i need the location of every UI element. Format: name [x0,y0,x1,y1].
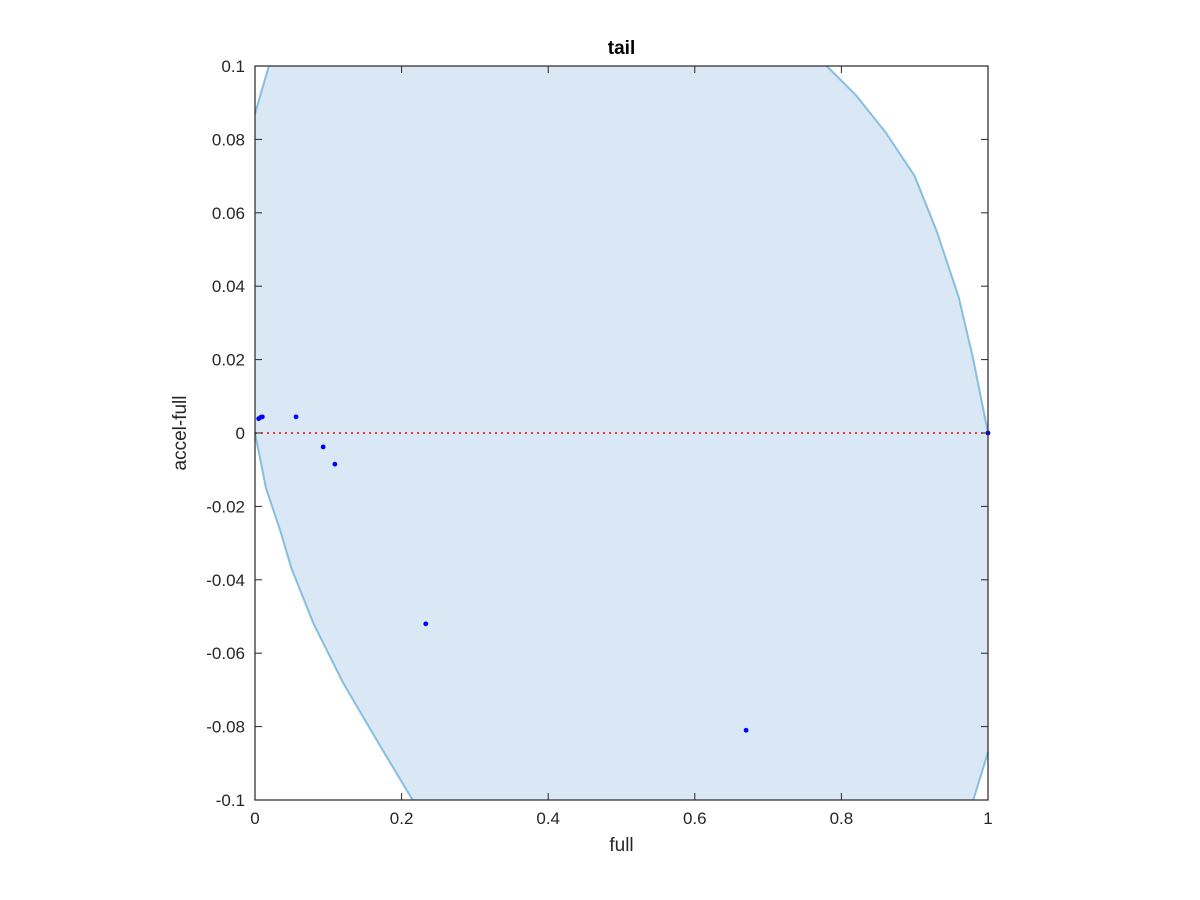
x-tick-label: 1 [983,809,992,828]
y-axis-ticks: -0.1 -0.08 -0.06 -0.04 -0.02 0 0.02 0.04 0.06 0.0… [206,57,988,810]
x-axis-label: full [609,835,633,856]
x-tick-label: 0.2 [390,809,414,828]
data-point [320,444,326,450]
region-boundary-right-lower-boundary [972,752,989,801]
y-tick-label: 0.1 [221,57,245,76]
y-axis-label: accel-full [170,396,191,471]
x-axis-ticks: 0 0.2 0.4 0.6 0.8 1 [250,66,993,828]
data-point [293,414,299,420]
data-point [259,414,265,420]
y-tick-label: 0.06 [212,204,245,223]
data-point [743,727,749,733]
chart-title: tail [608,38,635,59]
data-point [332,461,338,467]
y-tick-label: 0.04 [212,277,245,296]
region-boundary-left-upper-boundary [254,65,270,114]
x-tick-label: 0.4 [536,809,560,828]
region-boundary-left-lower-boundary [254,432,414,801]
x-tick-label: 0.8 [830,809,854,828]
y-tick-label: -0.1 [216,791,245,810]
y-tick-label: -0.08 [206,718,245,737]
y-tick-label: -0.02 [206,497,245,516]
x-tick-label: 0.6 [683,809,707,828]
y-tick-label: -0.06 [206,644,245,663]
y-tick-label: 0 [236,424,245,443]
y-tick-label: 0.08 [212,130,245,149]
x-tick-label: 0 [250,809,259,828]
y-tick-label: 0.02 [212,351,245,370]
region-boundary-right-upper-boundary [825,65,989,434]
data-point [423,621,429,627]
y-tick-label: -0.04 [206,571,245,590]
data-points [256,414,991,733]
